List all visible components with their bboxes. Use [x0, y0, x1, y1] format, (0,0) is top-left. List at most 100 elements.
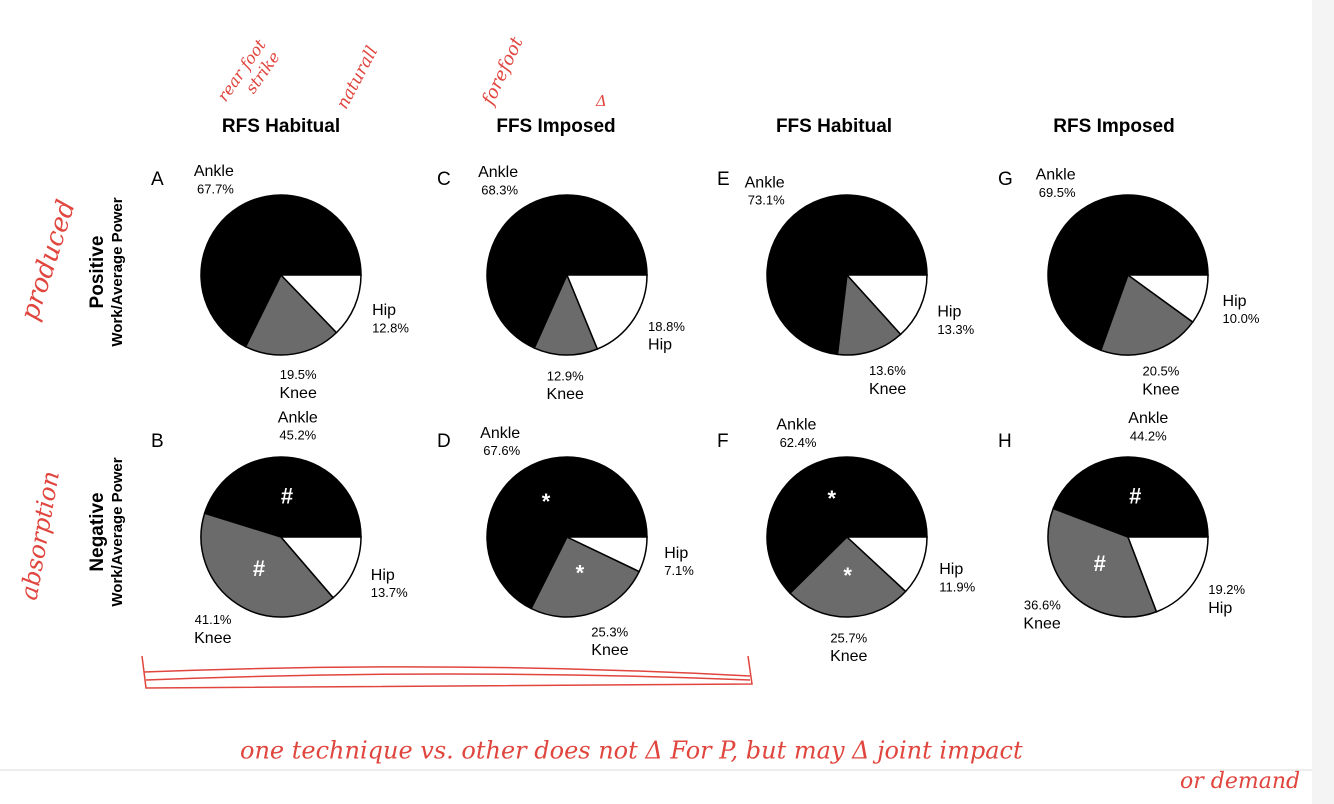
significance-marker: # [253, 556, 265, 581]
panel-letter: D [437, 431, 451, 452]
slice-name: Ankle [745, 174, 785, 191]
panel-letter: F [717, 431, 729, 452]
slice-value-label: 13.6% [869, 363, 906, 378]
slice-value-label: 7.1% [664, 563, 694, 578]
slice-value-label: 68.3% [481, 182, 518, 197]
pie-slice [1047, 194, 1209, 352]
handwritten-note: Δ [595, 92, 607, 110]
slice-name: Hip [1208, 600, 1232, 617]
pie-slice [845, 536, 928, 593]
pie-slice [486, 194, 648, 350]
panel-letter: A [151, 169, 164, 190]
side-strip [1312, 0, 1334, 804]
pie-slice [789, 535, 907, 618]
panel-letter: B [151, 431, 164, 452]
slice-value-label: 19.5% [280, 367, 317, 382]
panel-letter: H [998, 431, 1012, 452]
pie-slice [836, 273, 902, 356]
handwritten-note: forefoot [477, 33, 528, 110]
slice-value-label: 13.7% [371, 585, 408, 600]
slice-value-label: 69.5% [1039, 185, 1076, 200]
pie-slice [1052, 456, 1209, 538]
slice-value-label: 44.2% [1130, 428, 1167, 443]
slice-value-label: 45.2% [279, 428, 316, 443]
row-title: Positive [87, 236, 108, 309]
slice-name: Hip [1223, 293, 1247, 310]
slice-name: Ankle [776, 417, 816, 434]
slice-name: Knee [869, 381, 906, 398]
pie-slice [1099, 273, 1194, 356]
slice-value-label: 25.3% [591, 624, 628, 639]
handwritten-note: produced [15, 196, 82, 324]
pie-slice [530, 536, 641, 618]
slice-name: Hip [937, 304, 961, 321]
column-title: RFS Habitual [222, 116, 340, 137]
row-title: Negative [87, 492, 108, 571]
handwritten-note: or demand [1180, 769, 1300, 794]
slice-name: Knee [591, 642, 628, 659]
column-title: FFS Imposed [496, 116, 615, 137]
slice-name: Ankle [1036, 167, 1076, 184]
panel-letter: G [998, 169, 1013, 190]
slice-name: Ankle [480, 425, 520, 442]
pie-slice [766, 456, 928, 595]
slice-value-label: 36.6% [1024, 598, 1061, 613]
pie-slice [566, 536, 648, 573]
slice-name: Hip [664, 545, 688, 562]
slice-name: Hip [372, 302, 396, 319]
slice-value-label: 20.5% [1142, 363, 1179, 378]
significance-marker: * [843, 563, 852, 588]
slice-name: Ankle [478, 164, 518, 181]
handwritten-note: one technique vs. other does not Δ For P… [240, 737, 1023, 765]
slice-name: Knee [830, 648, 867, 665]
pie-slice [279, 274, 362, 334]
significance-marker: * [576, 561, 585, 586]
slice-name: Hip [648, 337, 672, 354]
slice-value-label: 19.2% [1208, 582, 1245, 597]
slice-value-label: 10.0% [1223, 311, 1260, 326]
pie-slice [533, 273, 599, 356]
slice-name: Ankle [1128, 410, 1168, 427]
slice-value-label: 18.8% [648, 319, 685, 334]
row-subtitle: Work/Average Power [109, 457, 126, 606]
slice-value-label: 25.7% [830, 630, 867, 645]
pie-slice [1125, 274, 1209, 324]
slice-value-label: 12.9% [547, 368, 584, 383]
significance-marker: * [542, 489, 551, 514]
handwritten-note: absorption [15, 469, 65, 602]
slice-value-label: 13.3% [937, 322, 974, 337]
slice-value-label: 11.9% [939, 579, 975, 594]
pie-slice [203, 456, 362, 538]
pie-slice [565, 274, 648, 350]
pie-slice [279, 536, 362, 599]
pie-slice [1047, 507, 1158, 618]
slice-value-label: 41.1% [195, 612, 232, 627]
pie-slice [1126, 536, 1209, 613]
pie-slice [200, 512, 335, 618]
slice-value-label: 67.6% [483, 443, 520, 458]
panel-letter: C [437, 169, 451, 190]
significance-marker: # [281, 483, 293, 508]
slice-name: Ankle [278, 409, 318, 426]
slice-name: Knee [1023, 615, 1060, 632]
handwritten-note: naturall [333, 43, 383, 112]
slice-name: Ankle [194, 163, 234, 180]
slice-name: Hip [939, 561, 963, 578]
slice-name: Knee [194, 630, 231, 647]
panel-letter: E [717, 169, 730, 190]
slice-value-label: 12.8% [372, 320, 409, 335]
column-title: FFS Habitual [776, 116, 892, 137]
slice-name: Knee [1142, 381, 1179, 398]
pie-slice [845, 274, 928, 336]
slice-value-label: 73.1% [748, 193, 785, 208]
row-subtitle: Work/Average Power [109, 197, 126, 346]
significance-marker: * [828, 486, 837, 511]
pie-slice [486, 456, 648, 610]
pie-slice [244, 273, 338, 356]
slice-value-label: 62.4% [780, 435, 817, 450]
slice-value-label: 67.7% [197, 181, 234, 196]
handwritten-bracket [141, 655, 753, 689]
significance-marker: # [1094, 551, 1106, 576]
